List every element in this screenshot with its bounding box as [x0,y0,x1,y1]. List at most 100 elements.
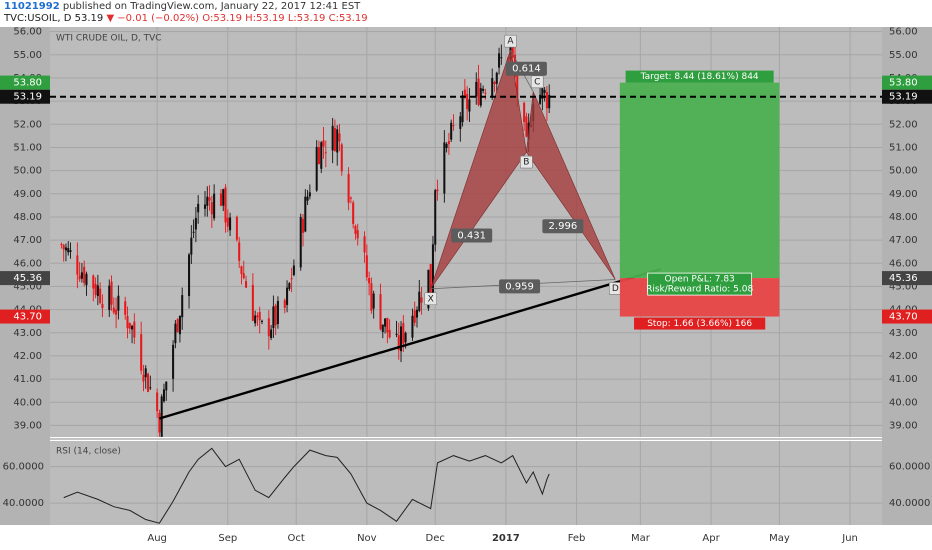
x-tick-label: Sep [218,533,237,544]
candle [484,88,487,100]
candle [493,80,496,93]
price-tag-left-box [0,309,50,324]
candle-body [400,326,403,352]
candle-body [415,309,419,318]
candle [117,285,120,320]
candle-body [188,254,191,296]
ratio-label-box [505,61,547,76]
candle [543,87,546,102]
candle-body [64,247,67,251]
candle [333,119,336,152]
x-tick-label: May [769,533,790,544]
candle-body [484,92,487,94]
rsi-pane [50,441,882,525]
candle-body [461,95,464,123]
ratio-label: 0.431 [457,230,486,241]
candle [112,297,115,315]
candle [368,271,371,296]
candle [76,242,79,289]
ratio-label: 0.959 [505,281,534,292]
candle [256,312,259,326]
candle-body [242,273,245,278]
candle-body [525,116,528,137]
candle-body [386,317,389,333]
candle-body [94,284,97,295]
candle-body [149,387,152,389]
candle-body [317,147,321,165]
candle [197,195,200,224]
price-tag-right: 53.19 [889,92,918,103]
candle [370,277,373,314]
candle [213,184,216,221]
candle-body [286,287,289,305]
candle-body [347,174,350,203]
candle-body [131,325,134,330]
candle [69,242,72,259]
candle-body [197,203,200,213]
candle [354,224,357,240]
candle-body [126,316,129,329]
candle-body [219,193,222,206]
candle-body [420,297,423,303]
pattern-point-box [520,155,533,169]
symbol: TVC:USOIL, D [4,13,72,24]
candle-body [272,306,275,329]
candle [219,189,222,207]
candle-body [115,309,118,315]
candle-body [178,315,181,335]
x-tick-label: Nov [357,533,377,544]
candle-body [324,152,327,154]
symbol-quote: TVC:USOIL, D 53.19 ▼ −0.01 (−0.02%) O:53… [4,13,368,24]
candle [447,132,450,155]
stop-label-box [634,317,766,330]
candle-body [274,305,277,326]
candle [260,319,264,325]
price-tag-left: 45.36 [13,273,42,284]
candle-body [381,324,384,332]
candle-body [370,283,373,311]
candle [245,275,248,289]
candle [452,114,455,131]
pattern-point-box [424,292,437,306]
candle-body [336,129,339,153]
candle-body [194,217,197,230]
candle [475,72,478,105]
candle [101,294,104,318]
candle-body [352,202,355,224]
candle-body [62,244,65,250]
candle-body [117,295,120,311]
pnl-box [647,272,753,296]
candle-body [213,193,216,219]
x-tick-label: Jun [841,533,858,544]
x-tick-label: Feb [568,533,586,544]
candle-body [226,217,229,227]
candle-body [468,99,471,112]
y-tick-label-right: 52.00 [889,119,918,130]
candle-body [240,266,243,274]
candle-body [331,125,334,151]
candle-body [548,94,551,109]
candle-body [349,197,352,199]
candle-body [80,272,83,279]
candle-body [176,319,179,332]
ratio-label-box [499,279,541,294]
candle [96,274,99,306]
publisher-username[interactable]: 11021992 [4,1,60,12]
rsi-line [63,447,550,524]
candle [283,298,286,314]
candle-body [258,311,261,321]
candle [500,44,503,65]
candle [83,260,86,287]
pattern-point-label: B [523,158,529,168]
candle [190,225,193,265]
candle [290,267,293,293]
candle [192,219,195,239]
candle-body [429,264,432,296]
candle-body [516,72,519,98]
candle-body [112,307,115,313]
candle-body [235,216,238,240]
candle-body [397,335,400,351]
candle-body [445,143,448,148]
candle-body [493,82,496,84]
